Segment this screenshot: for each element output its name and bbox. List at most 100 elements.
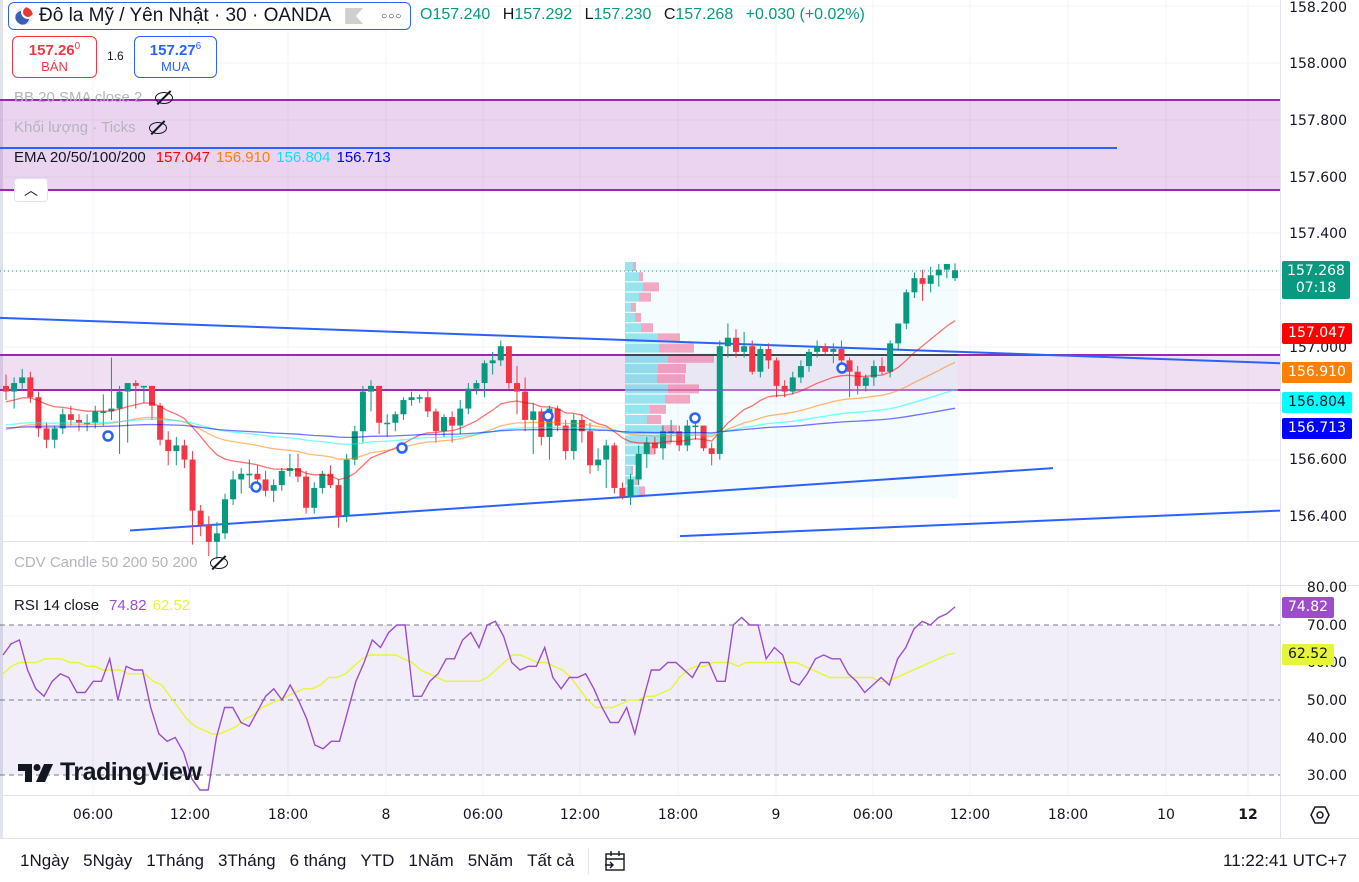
tradingview-logo[interactable]: TradingView (18, 758, 202, 787)
candle-body (132, 383, 139, 386)
trendline (0, 316, 1281, 365)
volume-profile-up-bar (625, 455, 637, 465)
close-value: 157.268 (675, 6, 734, 23)
candle-body (19, 377, 26, 384)
range-5d[interactable]: 5Ngày (83, 850, 133, 870)
sell-label: BÁN (41, 58, 68, 74)
indicator-bb[interactable]: BB 20 SMA close 2 (14, 89, 174, 106)
range-1y[interactable]: 1Năm (408, 850, 454, 870)
ema50-tag: 156.910 (1282, 362, 1352, 383)
signal-marker (836, 362, 848, 374)
go-to-date-calendar-icon[interactable] (603, 850, 627, 872)
volume-profile-down-bar (668, 384, 699, 394)
rsi-tick: 40.00 (1306, 731, 1347, 747)
bb-label: BB 20 SMA close 2 (14, 89, 143, 106)
close-label: C (663, 6, 676, 23)
indicator-volume[interactable]: Khối lượng · Ticks (14, 119, 168, 136)
volume-profile-up-bar (625, 343, 659, 353)
sell-button[interactable]: 157.260 BÁN (12, 36, 97, 78)
clock-timezone[interactable]: 11:22:41 UTC+7 (1223, 851, 1347, 870)
indicator-cdv[interactable]: CDV Candle 50 200 50 200 (14, 554, 229, 571)
candle-body (157, 405, 164, 440)
volume-profile-up-bar (625, 415, 647, 424)
price-tick: 158.200 (1289, 0, 1347, 16)
candle-body (822, 346, 829, 352)
signal-marker (689, 412, 701, 424)
buy-button[interactable]: 157.276 MUA (134, 36, 217, 78)
candle-body (27, 377, 34, 398)
volume-profile-up-bar (625, 435, 661, 445)
time-tick: 10 (1157, 807, 1175, 823)
trendline (679, 509, 1281, 538)
left-edge (0, 0, 3, 838)
candle-body (887, 343, 894, 372)
time-tick: 18:00 (1047, 807, 1089, 823)
candle-body (651, 442, 658, 449)
candle-body (457, 408, 464, 426)
candle-body (181, 445, 188, 460)
time-tick: 12:00 (169, 807, 211, 823)
candle-body (108, 408, 115, 412)
time-tick: 8 (381, 807, 391, 823)
candle-body (319, 473, 326, 488)
chart-canvas[interactable] (0, 0, 1359, 840)
ema50-value: 156.910 (216, 149, 271, 166)
change-value: +0.030 (+0.02%) (745, 6, 865, 23)
hidden-eye-icon[interactable] (209, 556, 229, 570)
buy-price: 157.27 (149, 41, 196, 59)
candle-body (903, 292, 910, 324)
range-6m[interactable]: 6 tháng (289, 850, 347, 870)
ema20-value: 157.047 (155, 149, 211, 166)
rsi-label: RSI 14 close (14, 597, 100, 614)
candle-body (424, 397, 431, 412)
candle-body (830, 349, 837, 352)
candle-body (530, 411, 537, 420)
hidden-eye-icon[interactable] (154, 91, 174, 105)
settings-icon[interactable] (1310, 806, 1330, 824)
range-5y[interactable]: 5Năm (467, 850, 514, 870)
volume-profile-down-bar (635, 476, 639, 486)
volume-profile-up-bar (625, 282, 643, 292)
volume-profile-up-bar (625, 466, 631, 475)
candle-body (67, 414, 74, 420)
candle-body (481, 363, 488, 384)
volume-profile-up-bar (625, 384, 668, 394)
candle-body (952, 270, 958, 279)
hidden-eye-icon[interactable] (148, 121, 168, 135)
candle-body (197, 510, 204, 525)
range-1d[interactable]: 1Ngày (20, 850, 70, 870)
open-label: O (420, 6, 433, 23)
candle-body (51, 428, 58, 440)
candle-body (3, 385, 9, 392)
rsi-tick: 80.00 (1306, 580, 1347, 596)
range-1m[interactable]: 1Tháng (146, 850, 204, 870)
ohlc-values: O157.240 H157.292 L157.230 C157.268 +0.0… (420, 6, 865, 24)
price-tick: 157.600 (1289, 170, 1347, 186)
candle-body (587, 431, 593, 466)
volume-profile-up-bar (625, 323, 641, 333)
volume-profile-up-bar (625, 313, 635, 322)
range-ytd[interactable]: YTD (360, 850, 395, 870)
indicator-rsi[interactable]: RSI 14 close 74.82 62.52 (14, 597, 190, 614)
symbol-title[interactable]: Đô la Mỹ / Yên Nhật · 30 · OANDA (39, 5, 332, 26)
time-tick: 06:00 (852, 807, 894, 823)
collapse-legend-button[interactable]: ︿ (14, 178, 48, 202)
sell-price-pip: 0 (74, 40, 81, 52)
candle-body (846, 360, 853, 372)
candle-body (124, 383, 131, 392)
candle-body (797, 366, 804, 378)
candle-body (911, 278, 918, 293)
range-all[interactable]: Tất cả (527, 850, 575, 870)
candle-body (554, 408, 561, 426)
bookmark-flag-icon[interactable] (345, 8, 364, 24)
ema200-line (5, 407, 956, 439)
range-3m[interactable]: 3Tháng (217, 850, 276, 870)
rsi-ma-tag: 62.52 (1282, 644, 1334, 665)
more-options-icon[interactable]: ○○○ (381, 10, 403, 22)
price-tick: 158.000 (1289, 56, 1347, 72)
symbol-legend[interactable]: Đô la Mỹ / Yên Nhật · 30 · OANDA ○○○ (8, 2, 412, 30)
candle-body (505, 346, 512, 384)
last-price: 157.268 (1287, 263, 1345, 279)
indicator-ema[interactable]: EMA 20/50/100/200 157.047 156.910 156.80… (14, 149, 391, 166)
candle-body (522, 391, 529, 420)
